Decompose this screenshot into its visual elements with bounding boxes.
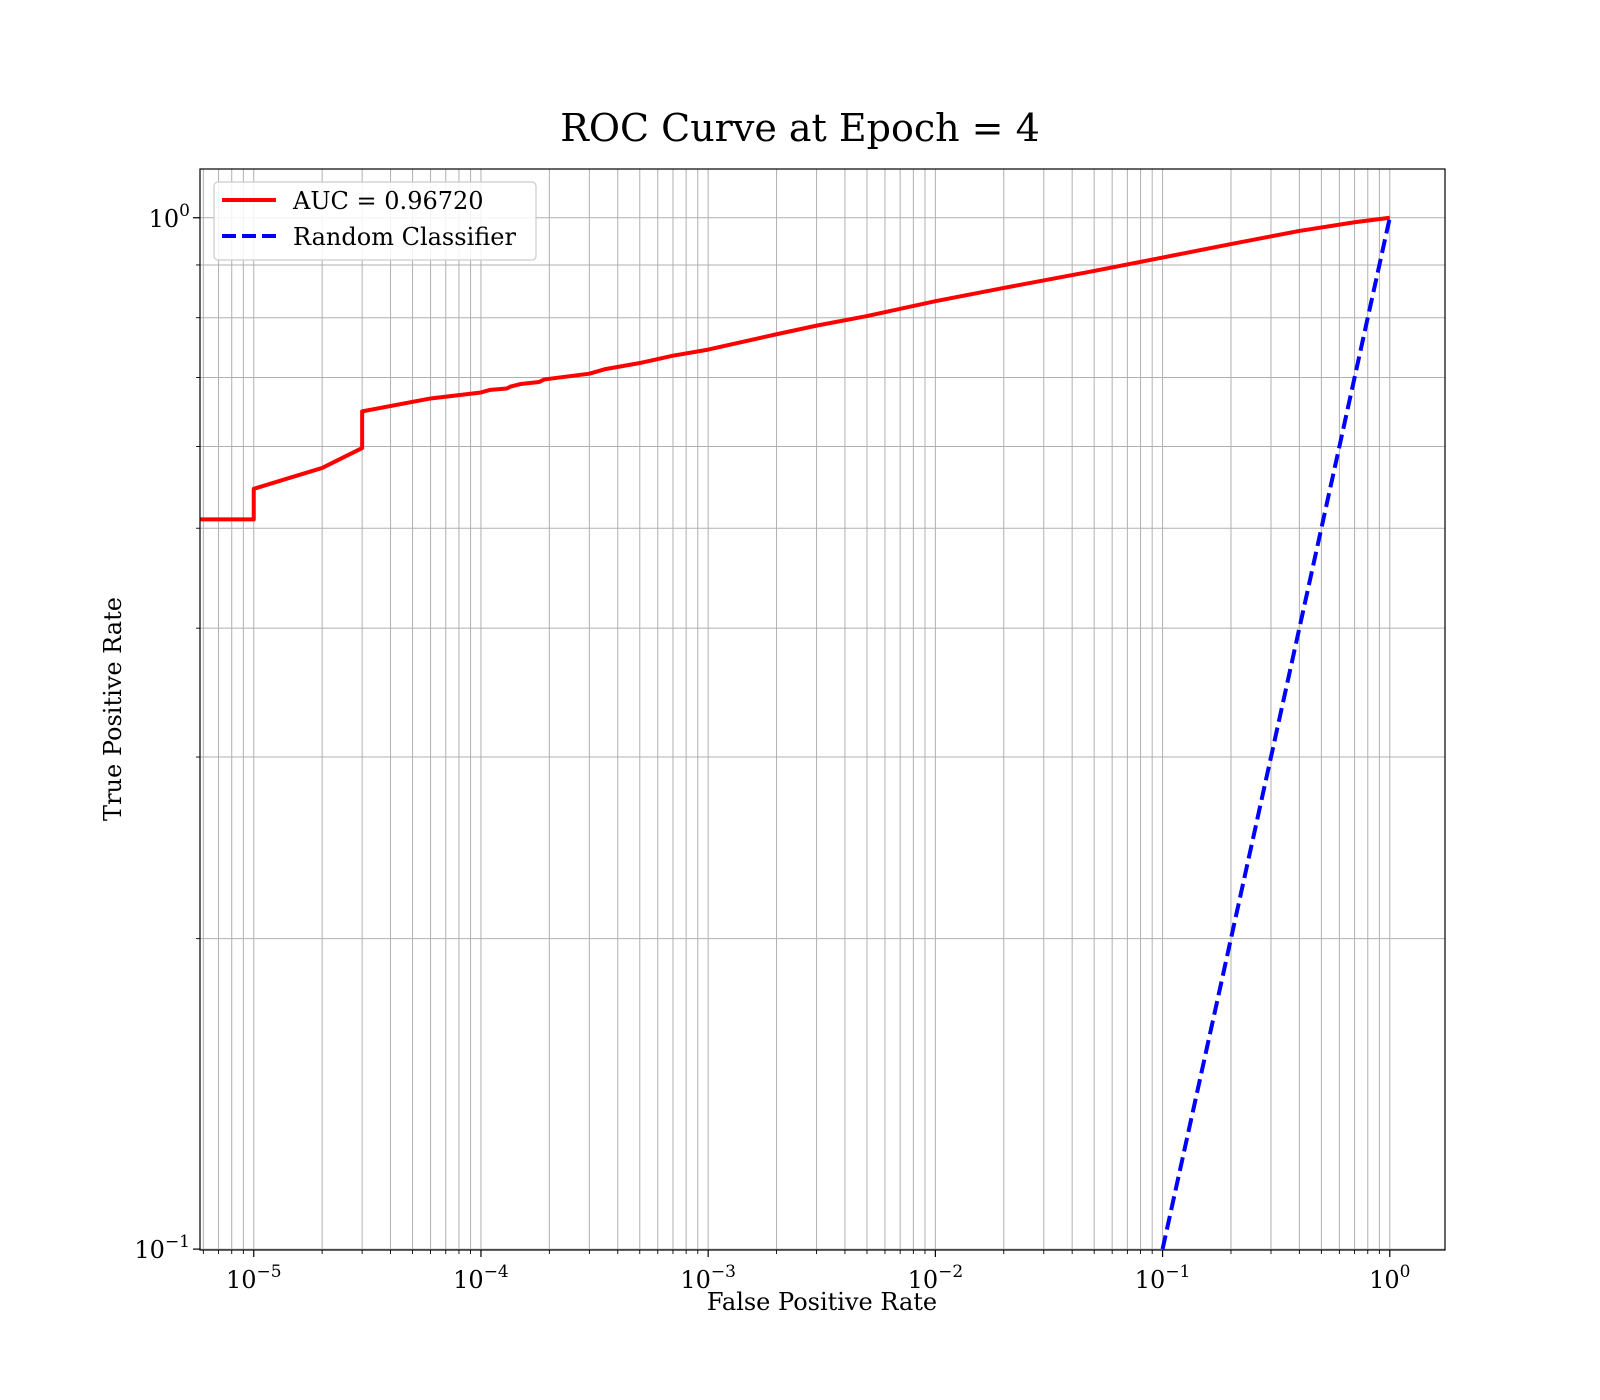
roc-curve-line bbox=[200, 215, 1391, 522]
y-tick-label: 10−1 bbox=[134, 1232, 190, 1264]
y-tick-label: 100 bbox=[149, 201, 190, 233]
x-tick-label: 100 bbox=[1369, 1262, 1410, 1294]
legend-label-roc: AUC = 0.96720 bbox=[292, 187, 484, 215]
x-tick-label: 10−3 bbox=[680, 1262, 736, 1294]
random-classifier-line bbox=[1160, 217, 1392, 1250]
plot-frame bbox=[199, 168, 1446, 1251]
x-tick-label: 10−4 bbox=[453, 1262, 509, 1294]
x-axis-label: False Positive Rate bbox=[707, 1288, 937, 1316]
grid bbox=[200, 169, 1445, 1250]
x-tick-label: 10−1 bbox=[1135, 1262, 1191, 1294]
chart-title: ROC Curve at Epoch = 4 bbox=[560, 106, 1040, 150]
x-tick-label: 10−2 bbox=[908, 1262, 964, 1294]
ticks: 10−5 10−4 10−3 10−2 10−1 100 10−1 100 bbox=[134, 201, 1410, 1294]
legend-label-random: Random Classifier bbox=[293, 223, 516, 251]
legend: AUC = 0.96720 Random Classifier bbox=[213, 181, 537, 261]
legend-box bbox=[213, 181, 537, 261]
series-layer bbox=[200, 215, 1392, 1250]
x-tick-label: 10−5 bbox=[226, 1262, 282, 1294]
y-axis-label: True Positive Rate bbox=[99, 597, 127, 821]
